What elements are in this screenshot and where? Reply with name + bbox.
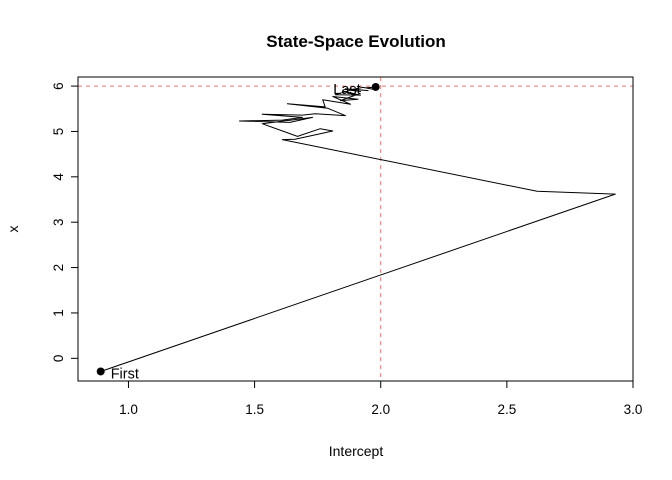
- y-tick-label: 5: [51, 128, 66, 136]
- last-point: [371, 82, 380, 91]
- y-axis-label: x: [5, 226, 21, 233]
- x-axis: 1.0 1.5 2.0 2.5 3.0: [119, 380, 643, 417]
- reference-lines: [78, 77, 633, 381]
- x-tick-label: 3.0: [624, 402, 643, 417]
- y-tick-label: 0: [51, 355, 66, 363]
- first-point: [96, 367, 105, 376]
- y-tick-label: 2: [51, 264, 66, 272]
- x-tick-label: 1.5: [245, 402, 264, 417]
- last-point-label: Last: [333, 82, 360, 98]
- plot-frame: [77, 76, 634, 382]
- y-tick-label: 3: [51, 218, 66, 226]
- trajectory: First Last: [96, 82, 616, 382]
- y-tick-label: 6: [51, 82, 66, 90]
- chart-title: State-Space Evolution: [266, 32, 445, 51]
- trajectory-line: [100, 86, 616, 372]
- first-point-label: First: [111, 366, 139, 382]
- y-tick-label: 1: [51, 309, 66, 317]
- x-tick-label: 2.5: [497, 402, 516, 417]
- y-axis: 0 1 2 3 4 5 6: [51, 82, 79, 363]
- x-tick-label: 2.0: [371, 402, 390, 417]
- x-tick-label: 1.0: [119, 402, 138, 417]
- x-axis-label: Intercept: [329, 443, 384, 459]
- y-tick-label: 4: [51, 173, 66, 181]
